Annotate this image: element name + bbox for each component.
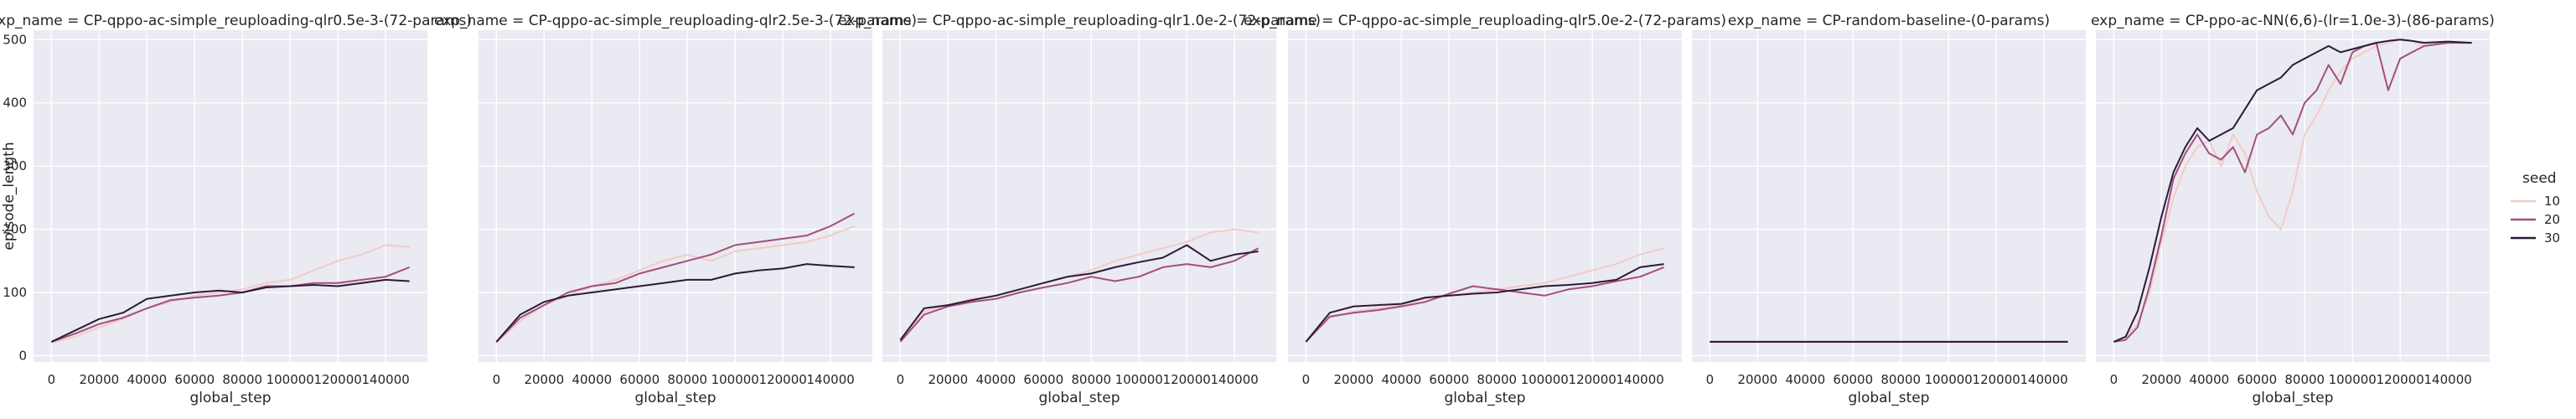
plot-background [2096, 30, 2490, 362]
series-line-seed-10 [495, 225, 855, 344]
x-tick-label: 60000 [619, 372, 660, 387]
x-tick-label: 140000 [1616, 372, 1664, 387]
x-tick-label: 0 [1302, 372, 1311, 387]
panel-title: exp_name = CP-ppo-ac-NN(6,6)-(lr=1.0e-3)… [2091, 13, 2495, 29]
panel-5: exp_name = CP-random-baseline-(0-params)… [1692, 13, 2086, 406]
series-line-seed-20 [899, 247, 1260, 343]
x-tick-label: 120000 [1163, 372, 1211, 387]
x-tick-label: 80000 [2284, 372, 2325, 387]
series-line-seed-30 [1305, 263, 1664, 343]
x-tick-label: 60000 [1833, 372, 1873, 387]
y-tick-label: 300 [3, 158, 27, 173]
x-tick-label: 80000 [1477, 372, 1517, 387]
panel-1: exp_name = CP-qppo-ac-simple_reuploading… [0, 13, 472, 406]
x-tick-label: 100000 [1925, 372, 1973, 387]
y-tick-label: 500 [3, 32, 27, 47]
x-tick-label: 0 [897, 372, 905, 387]
x-tick-label: 60000 [2237, 372, 2277, 387]
plot-background [1692, 30, 2086, 362]
y-tick-label: 0 [18, 348, 27, 363]
x-tick-label: 100000 [711, 372, 759, 387]
series-line-seed-20 [2113, 42, 2472, 343]
series-line-seed-30 [899, 244, 1259, 341]
series-line-seed-10 [1305, 247, 1664, 343]
x-tick-label: 140000 [807, 372, 855, 387]
x-tick-label: 20000 [524, 372, 564, 387]
panel-title: exp_name = CP-qppo-ac-simple_reuploading… [0, 13, 472, 29]
series-line-seed-20 [1305, 266, 1664, 343]
x-axis-label: global_step [634, 390, 716, 406]
x-tick-label: 80000 [222, 372, 262, 387]
x-tick-label: 140000 [2424, 372, 2472, 387]
x-tick-label: 140000 [2020, 372, 2068, 387]
x-tick-label: 60000 [1023, 372, 1063, 387]
series-line-seed-10 [2113, 39, 2472, 343]
x-tick-label: 140000 [362, 372, 410, 387]
x-tick-label: 20000 [2141, 372, 2181, 387]
x-tick-label: 20000 [79, 372, 119, 387]
x-tick-label: 60000 [1429, 372, 1469, 387]
y-axis-label: episode_length [1, 142, 18, 250]
legend-label: 10 [2544, 194, 2560, 209]
x-tick-label: 0 [2110, 372, 2118, 387]
x-tick-label: 40000 [127, 372, 167, 387]
y-tick-label: 100 [3, 285, 27, 300]
panel-title: exp_name = CP-random-baseline-(0-params) [1728, 13, 2050, 29]
plot-background [478, 30, 872, 362]
x-tick-label: 80000 [1071, 372, 1111, 387]
x-tick-label: 120000 [1569, 372, 1616, 387]
panel-title: exp_name = CP-qppo-ac-simple_reuploading… [434, 13, 917, 29]
x-tick-label: 40000 [975, 372, 1016, 387]
panel-2: exp_name = CP-qppo-ac-simple_reuploading… [434, 13, 917, 406]
x-axis-label: global_step [1444, 390, 1525, 406]
x-tick-label: 120000 [314, 372, 362, 387]
legend-label: 20 [2544, 212, 2560, 227]
x-tick-label: 0 [48, 372, 56, 387]
series-line-seed-30 [495, 263, 855, 343]
x-tick-label: 120000 [2377, 372, 2424, 387]
panel-4: exp_name = CP-qppo-ac-simple_reuploading… [1244, 13, 1726, 406]
series-line-seed-30 [50, 278, 410, 343]
x-tick-label: 0 [493, 372, 501, 387]
panel-6: exp_name = CP-ppo-ac-NN(6,6)-(lr=1.0e-3)… [2091, 13, 2495, 406]
x-tick-label: 100000 [266, 372, 314, 387]
x-tick-label: 140000 [1211, 372, 1259, 387]
panel-title: exp_name = CP-qppo-ac-simple_reuploading… [1244, 13, 1726, 29]
plot-background [34, 30, 427, 362]
legend-label: 30 [2544, 230, 2560, 246]
x-tick-label: 100000 [1521, 372, 1569, 387]
x-tick-label: 40000 [572, 372, 612, 387]
x-axis-label: global_step [189, 390, 271, 406]
x-axis-label: global_step [1848, 390, 1929, 406]
plot-background [1288, 30, 1682, 362]
panel-title: exp_name = CP-qppo-ac-simple_reuploading… [838, 13, 1321, 29]
legend-title: seed [2522, 170, 2557, 187]
series-line-seed-30 [2113, 39, 2472, 343]
x-tick-label: 40000 [1381, 372, 1421, 387]
x-tick-label: 40000 [2189, 372, 2229, 387]
x-tick-label: 20000 [1737, 372, 1777, 387]
x-axis-label: global_step [2252, 390, 2333, 406]
x-tick-label: 20000 [1333, 372, 1373, 387]
x-tick-label: 120000 [759, 372, 807, 387]
x-tick-label: 20000 [928, 372, 968, 387]
y-tick-label: 200 [3, 222, 27, 237]
x-tick-label: 0 [1706, 372, 1715, 387]
plot-background [882, 30, 1276, 362]
series-line-seed-20 [51, 266, 410, 343]
x-tick-label: 80000 [667, 372, 707, 387]
y-tick-label: 400 [3, 96, 27, 111]
x-tick-label: 100000 [2329, 372, 2377, 387]
x-tick-label: 100000 [1115, 372, 1163, 387]
x-tick-label: 80000 [1880, 372, 1921, 387]
x-axis-label: global_step [1038, 390, 1120, 406]
x-tick-label: 120000 [1973, 372, 2020, 387]
panel-3: exp_name = CP-qppo-ac-simple_reuploading… [838, 13, 1321, 406]
legend: seed 10 20 30 [2511, 170, 2560, 246]
x-tick-label: 40000 [1785, 372, 1825, 387]
x-tick-label: 60000 [174, 372, 215, 387]
